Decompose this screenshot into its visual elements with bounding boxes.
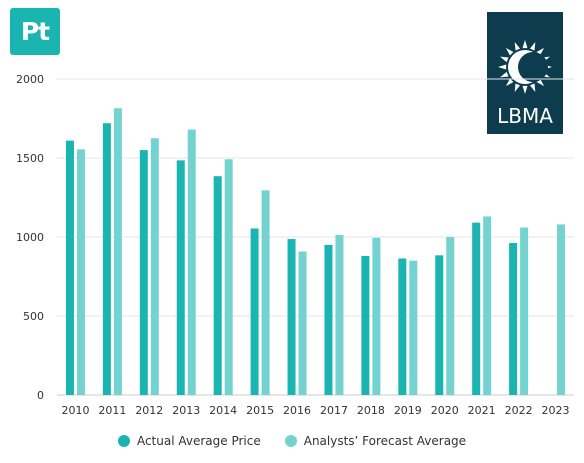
y-tick-label: 0 [37,389,44,402]
legend-item-actual[interactable]: Actual Average Price [117,434,261,448]
bar-actual[interactable] [287,239,296,395]
bar-actual[interactable] [509,243,518,395]
y-tick-label: 500 [23,310,44,323]
sun-ray [522,40,528,49]
bar-actual[interactable] [176,160,185,395]
bar-actual[interactable] [250,228,259,395]
x-tick-label: 2019 [394,404,422,417]
bar-actual[interactable] [139,150,148,395]
legend: Actual Average Price Analysts’ Forecast … [0,434,584,448]
x-tick-label: 2017 [320,404,348,417]
x-tick-label: 2021 [468,404,496,417]
sun-icon [498,40,552,94]
sun-ray [529,83,536,92]
legend-label-forecast: Analysts’ Forecast Average [303,434,467,448]
pt-badge-label: Pt [20,17,50,46]
bar-actual[interactable] [361,255,370,395]
pt-badge: Pt [10,8,60,55]
bars [65,108,566,396]
x-tick-label: 2012 [135,404,163,417]
legend-dot-actual [117,435,130,447]
bar-actual[interactable] [472,222,481,395]
y-tick-label: 1500 [16,152,44,165]
x-tick-label: 2015 [246,404,274,417]
bar-actual[interactable] [102,123,111,396]
x-tick-label: 2020 [431,404,459,417]
bar-forecast[interactable] [557,224,566,395]
sun-ray [505,78,514,87]
bar-actual[interactable] [435,255,444,395]
sun-ray [500,71,509,78]
grid-lines [57,78,574,396]
sun-ray [498,64,507,70]
sun-ray [529,42,536,51]
x-tick-label: 2016 [283,404,311,417]
bar-forecast[interactable] [335,234,344,395]
x-tick-label: 2018 [357,404,385,417]
bar-forecast[interactable] [150,138,159,395]
sun-ray [522,85,528,94]
legend-item-forecast[interactable]: Analysts’ Forecast Average [284,434,467,448]
bar-forecast[interactable] [446,237,455,395]
x-tick-label: 2010 [61,404,89,417]
x-tick-label: 2014 [209,404,237,417]
lbma-logo-text: LBMA [497,104,553,128]
y-tick-label: 1000 [16,231,44,244]
bar-forecast[interactable] [298,251,307,395]
x-tick-label: 2013 [172,404,200,417]
legend-label-actual: Actual Average Price [136,434,261,448]
sun-ray [514,42,521,51]
y-tick-label: 2000 [16,73,44,86]
bar-actual[interactable] [65,140,74,395]
bar-forecast[interactable] [224,159,233,395]
bar-forecast[interactable] [409,260,418,395]
sun-ray [505,47,514,56]
lbma-logo: LBMA [487,12,563,134]
x-axis-ticks: 2010 2011 2012 2013 2014 2015 2016 2017 2018 2019… [61,404,569,417]
bar-forecast[interactable] [113,108,122,395]
bar-forecast[interactable] [520,227,529,395]
bar-forecast[interactable] [261,190,270,395]
bar-actual[interactable] [398,258,407,395]
legend-dot-forecast [284,435,297,447]
bar-forecast[interactable] [372,237,381,395]
x-tick-label: 2011 [98,404,126,417]
bar-actual[interactable] [324,244,333,395]
bar-actual[interactable] [213,176,222,395]
sun-ray [514,83,521,92]
bar-forecast[interactable] [76,149,85,395]
x-tick-label: 2023 [542,404,570,417]
sun-ray [500,56,509,63]
x-tick-label: 2022 [505,404,533,417]
bar-forecast[interactable] [187,129,196,395]
bar-forecast[interactable] [483,216,492,395]
y-axis-ticks: 0 500 1000 1500 2000 [16,73,44,402]
